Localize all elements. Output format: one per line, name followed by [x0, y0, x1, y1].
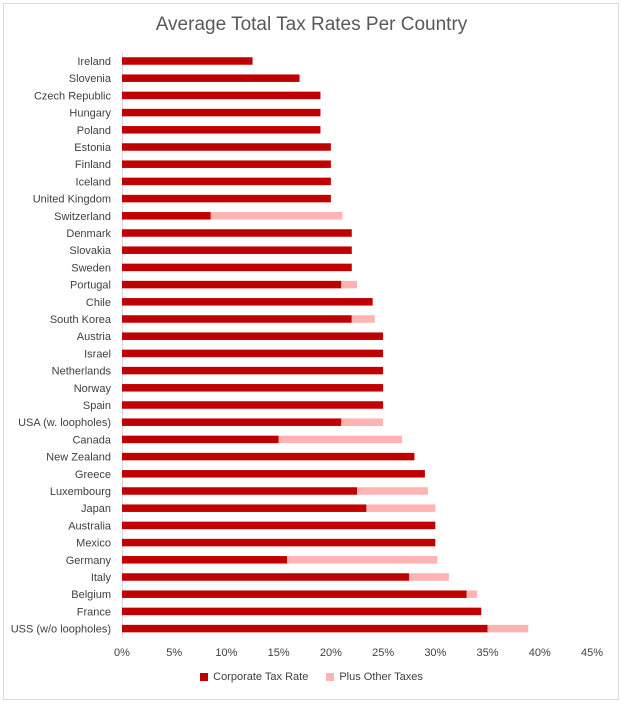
category-label: Slovakia: [69, 245, 111, 257]
category-label: Italy: [91, 572, 112, 584]
x-tick-label: 5%: [166, 647, 182, 659]
legend-item-corporate: Corporate Tax Rate: [200, 671, 308, 683]
bar-corporate-tax: [122, 246, 352, 254]
category-label: Slovenia: [69, 73, 112, 85]
category-label: Hungary: [69, 108, 111, 120]
bar-other-taxes: [210, 212, 343, 220]
bar-other-taxes: [357, 487, 429, 495]
legend-label-other-taxes: Plus Other Taxes: [339, 671, 423, 683]
category-label: Portugal: [70, 280, 111, 292]
bar-corporate-tax: [122, 108, 321, 117]
legend-label-corporate: Corporate Tax Rate: [213, 671, 309, 683]
category-label: Norway: [74, 383, 112, 395]
bar-corporate-tax: [122, 74, 300, 82]
category-label: Canada: [72, 434, 111, 446]
x-tick-label: 10%: [215, 647, 237, 659]
bar-corporate-tax: [122, 573, 410, 581]
category-label: Austria: [77, 331, 112, 343]
bar-other-taxes: [287, 556, 438, 564]
bar-corporate-tax: [122, 487, 357, 495]
bar-corporate-tax: [122, 452, 415, 461]
bar-corporate-tax: [122, 384, 384, 392]
bar-corporate-tax: [122, 263, 352, 272]
category-label: Finland: [75, 159, 111, 171]
category-label: Chile: [86, 297, 111, 309]
category-label: Sweden: [71, 262, 111, 274]
bar-corporate-tax: [122, 504, 367, 512]
bar-corporate-tax: [122, 624, 488, 633]
category-label: South Korea: [50, 314, 112, 326]
x-tick-label: 15%: [268, 647, 290, 659]
category-label: Poland: [77, 125, 111, 137]
bar-corporate-tax: [122, 126, 321, 134]
x-tick-label: 45%: [581, 647, 603, 659]
category-label: Ireland: [77, 56, 111, 68]
x-tick-label: 25%: [372, 647, 394, 659]
category-label: Estonia: [74, 142, 112, 154]
bar-corporate-tax: [122, 590, 467, 598]
x-tick-label: 20%: [320, 647, 342, 659]
legend-swatch-corporate: [200, 673, 209, 681]
bar-corporate-tax: [122, 143, 331, 151]
category-label: Netherlands: [52, 366, 112, 378]
category-label: United Kingdom: [33, 194, 111, 206]
bar-corporate-tax: [122, 470, 425, 478]
bar-corporate-tax: [122, 332, 384, 340]
x-tick-label: 40%: [529, 647, 551, 659]
bar-other-taxes: [341, 418, 384, 426]
bar-corporate-tax: [122, 556, 288, 564]
bar-other-taxes: [278, 435, 402, 444]
bar-other-taxes: [351, 315, 375, 323]
category-label: Luxembourg: [50, 486, 111, 498]
category-label: Switzerland: [54, 211, 111, 223]
category-label: Germany: [66, 555, 112, 567]
bar-corporate-tax: [122, 349, 384, 358]
chart-title: Average Total Tax Rates Per Country: [155, 14, 468, 35]
bar-corporate-tax: [122, 521, 436, 530]
bar-corporate-tax: [122, 91, 321, 100]
bar-corporate-tax: [122, 298, 373, 306]
bar-other-taxes: [466, 590, 478, 598]
bar-other-taxes: [366, 504, 436, 512]
bar-corporate-tax: [122, 160, 331, 168]
bar-corporate-tax: [122, 57, 253, 65]
category-label: Iceland: [76, 176, 111, 188]
bar-corporate-tax: [122, 366, 384, 375]
category-label: USA (w. loopholes): [18, 417, 111, 429]
bar-other-taxes: [341, 280, 357, 289]
category-label: Australia: [68, 520, 112, 532]
category-label: USS (w/o loopholes): [11, 624, 111, 636]
x-tick-label: 30%: [424, 647, 446, 659]
bar-corporate-tax: [122, 280, 342, 289]
bar-corporate-tax: [122, 315, 352, 323]
x-tick-label: 35%: [477, 647, 499, 659]
category-label: Mexico: [76, 538, 111, 550]
bar-corporate-tax: [122, 418, 342, 426]
bar-other-taxes: [487, 624, 529, 633]
bar-corporate-tax: [122, 435, 279, 444]
bar-other-taxes: [409, 573, 449, 581]
category-label: Israel: [84, 348, 111, 360]
legend-item-other-taxes: Plus Other Taxes: [326, 671, 423, 683]
category-label: New Zealand: [46, 452, 111, 464]
bar-corporate-tax: [122, 177, 331, 186]
bar-corporate-tax: [122, 401, 384, 409]
category-label: Belgium: [71, 589, 111, 601]
category-label: Spain: [83, 400, 111, 412]
category-label: Czech Republic: [34, 90, 112, 102]
bar-corporate-tax: [122, 194, 331, 203]
x-tick-label: 0%: [114, 647, 130, 659]
bar-corporate-tax: [122, 229, 352, 237]
legend-swatch-other-taxes: [326, 673, 335, 681]
legend: Corporate Tax Rate Plus Other Taxes: [0, 671, 623, 683]
bar-corporate-tax: [122, 538, 436, 547]
category-label: Greece: [75, 469, 111, 481]
category-label: Japan: [81, 503, 111, 515]
category-label: Denmark: [66, 228, 111, 240]
bar-corporate-tax: [122, 212, 211, 220]
bar-corporate-tax: [122, 607, 482, 616]
category-label: France: [77, 606, 111, 618]
